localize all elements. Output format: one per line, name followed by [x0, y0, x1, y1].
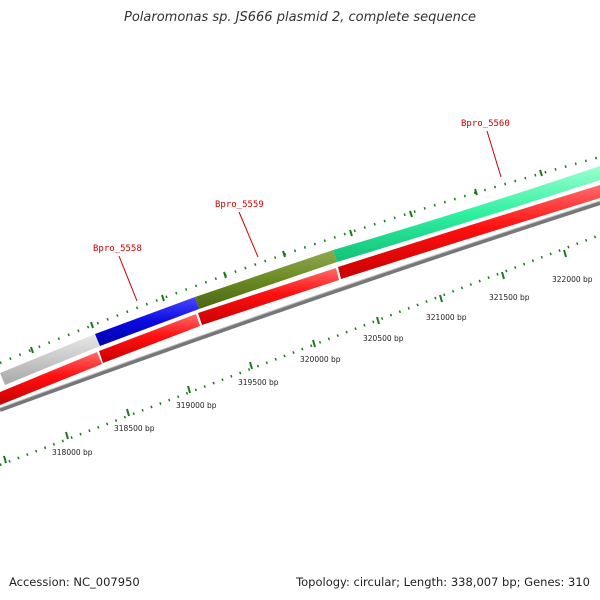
reverse-strand-genes	[0, 185, 600, 405]
gene-unlabeled-grey	[0, 334, 100, 385]
gene-label-Bpro_5559: Bpro_5559	[215, 200, 264, 210]
gene-Bpro_5558	[95, 297, 199, 346]
gene-label-Bpro_5558: Bpro_5558	[93, 244, 142, 254]
scale-ring	[0, 233, 600, 467]
gene-label-Bpro_5560: Bpro_5560	[461, 119, 510, 129]
scale-label-322000: 322000 bp	[552, 275, 593, 284]
callout-Bpro_5558: Bpro_5558	[93, 244, 142, 302]
map-title: Polaromonas sp. JS666 plasmid 2, complet…	[123, 10, 476, 25]
callout-Bpro_5560: Bpro_5560	[461, 119, 510, 178]
callout-Bpro_5559: Bpro_5559	[215, 200, 264, 258]
scale-label-318000: 318000 bp	[52, 448, 93, 457]
scale-label-318500: 318500 bp	[114, 424, 155, 433]
topology-summary: Topology: circular; Length: 338,007 bp; …	[296, 575, 590, 589]
outer-major-ticks	[30, 169, 543, 354]
scale-label-320500: 320500 bp	[363, 334, 404, 343]
scale-label-321500: 321500 bp	[489, 293, 530, 302]
scale-label-319500: 319500 bp	[238, 378, 279, 387]
scale-label-321000: 321000 bp	[426, 313, 467, 322]
forward-strand-genes	[0, 166, 600, 385]
accession-text: Accession: NC_007950	[9, 575, 140, 589]
backbone-line	[0, 201, 600, 412]
scale-label-319000: 319000 bp	[176, 401, 217, 410]
scale-label-320000: 320000 bp	[300, 355, 341, 364]
outer-tick-ring	[0, 155, 600, 365]
scale-major-ticks	[3, 249, 567, 464]
gene-Bpro_5560	[333, 166, 600, 262]
gene-Bpro_5559	[195, 250, 337, 309]
